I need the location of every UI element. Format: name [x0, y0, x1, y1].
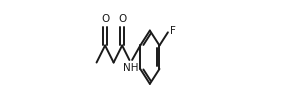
Text: F: F — [170, 26, 176, 36]
Text: O: O — [101, 14, 109, 24]
Text: O: O — [118, 14, 126, 24]
Text: NH: NH — [123, 63, 139, 73]
